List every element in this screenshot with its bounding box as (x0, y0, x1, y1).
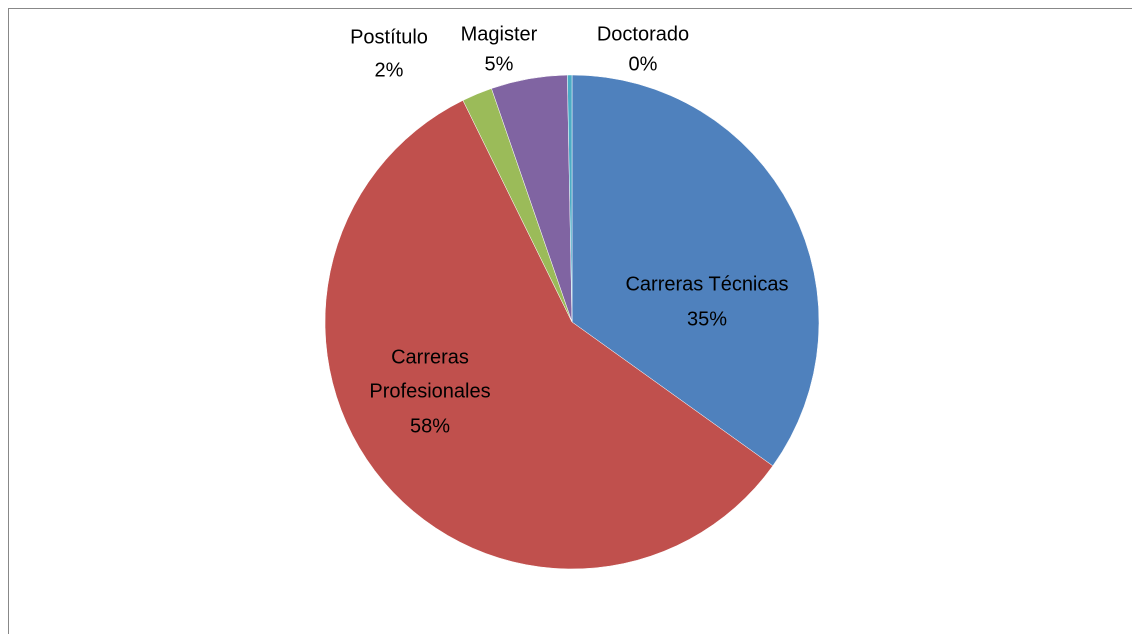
value-label: 2% (375, 59, 404, 81)
slice-label: Postítulo (350, 26, 428, 48)
slice-label: Doctorado (597, 23, 689, 45)
slice-label: Profesionales (369, 380, 490, 402)
value-label: 35% (687, 308, 727, 330)
value-label: 58% (410, 415, 450, 437)
slice-label: Magister (461, 23, 538, 45)
pie-slice (567, 74, 573, 323)
pie-slice (324, 100, 774, 570)
slice-label: Carreras Técnicas (625, 273, 788, 295)
value-label: 0% (629, 53, 658, 75)
slice-label: Carreras (391, 346, 469, 368)
pie-slice (571, 74, 820, 467)
value-label: 5% (485, 53, 514, 75)
